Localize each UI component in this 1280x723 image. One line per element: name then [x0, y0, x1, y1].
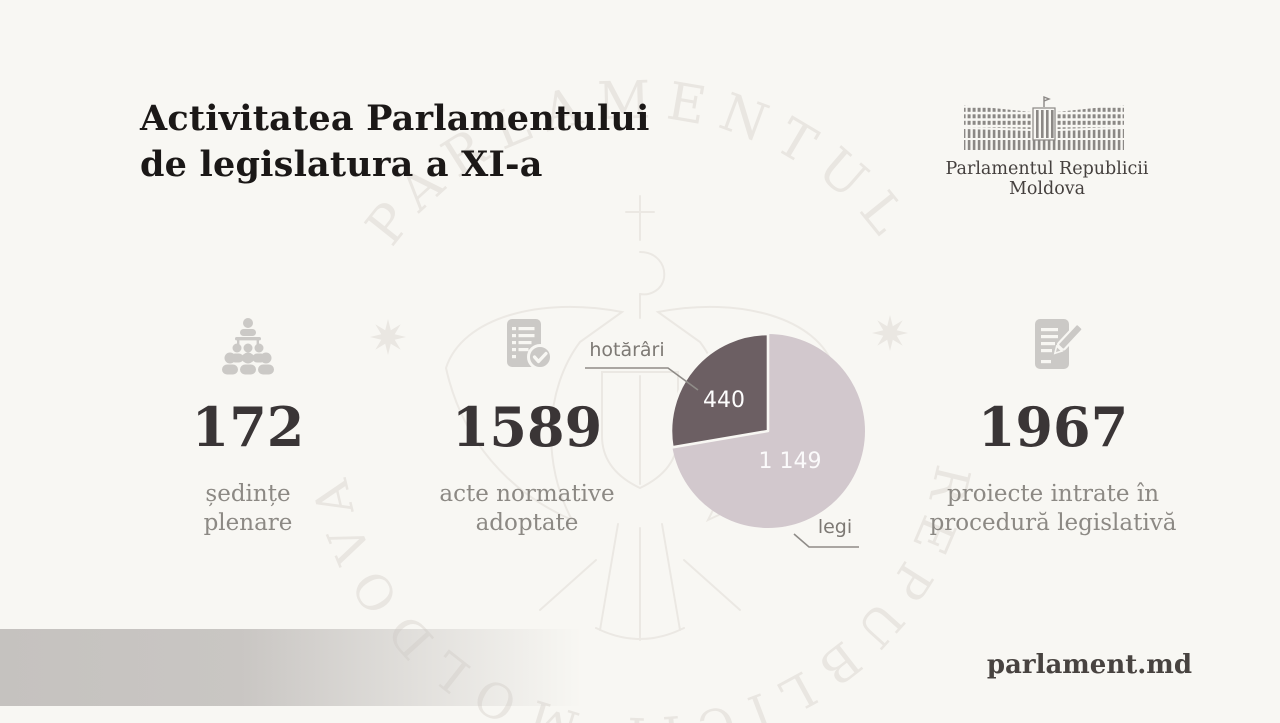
pie-label-hotarari: hotărâri: [589, 339, 665, 361]
pie-label-legi: legi: [817, 516, 853, 538]
assembly-icon: [158, 314, 338, 378]
page-title-line2: de legislatura a XI-a: [140, 144, 543, 185]
pie-value-legi: 1 149: [759, 449, 822, 474]
pie-value-hotarari: 440: [703, 388, 745, 413]
document-edit-icon: [908, 314, 1198, 378]
stat-value: 1589: [451, 395, 603, 459]
logo-caption: Parlamentul Republicii Moldova: [945, 159, 1149, 199]
stat-plenary-sessions: 172 ședințe plenare: [158, 314, 338, 538]
gradient-bar-decoration: [0, 629, 600, 706]
page-title: Activitatea Parlamentului de legislatura…: [140, 96, 650, 188]
website-link[interactable]: parlament.md: [986, 650, 1192, 680]
page-title-line1: Activitatea Parlamentului: [140, 98, 650, 139]
stat-label: ședințe plenare: [203, 481, 293, 536]
star-ornament-right-icon: [872, 315, 908, 351]
stat-draft-laws: 1967 proiecte intrate în procedură legis…: [908, 314, 1198, 538]
stat-label: acte normative adoptate: [439, 481, 615, 536]
stat-label: proiecte intrate în procedură legislativ…: [929, 481, 1177, 536]
stat-value: 172: [191, 395, 305, 459]
parliament-building-icon: [964, 95, 1124, 150]
pie-chart: 440 1 149: [669, 332, 865, 528]
stat-value: 1967: [977, 395, 1129, 459]
